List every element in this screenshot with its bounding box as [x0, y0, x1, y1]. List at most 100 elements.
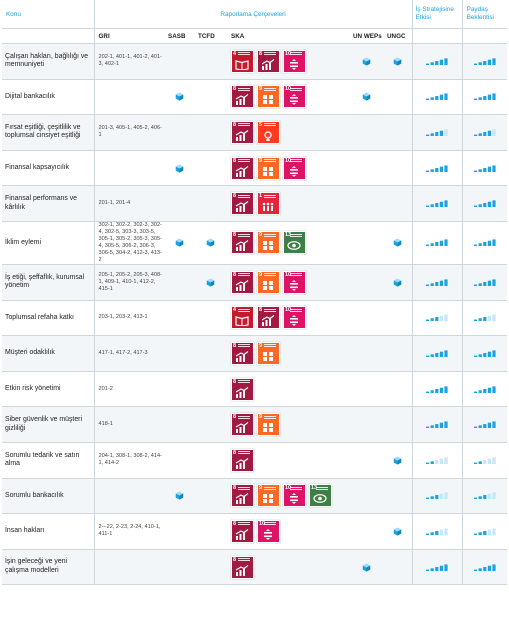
- topic-cell: Sorumlu tedarik ve satın alma: [2, 442, 94, 479]
- strategy-rating-icon: [426, 563, 448, 571]
- ska-cell: 8 9 10 13: [227, 478, 349, 515]
- topic-cell: İşin geleceği ve yeni çalışma modelleri: [2, 549, 94, 586]
- strategy-rating-icon: [426, 58, 448, 65]
- tcfd-cell: [194, 549, 227, 586]
- tcfd-cell: [194, 43, 227, 80]
- unweps-cell: [349, 549, 383, 586]
- tcfd-cell: [194, 371, 227, 408]
- stakeholder-rating-icon: [473, 314, 496, 322]
- topic-cell: İklim eylemi: [2, 221, 94, 265]
- ungc-cell: [383, 221, 413, 265]
- tcfd-cell: [194, 442, 227, 479]
- table-row: Sorumlu bankacılık 8 9 10 13: [2, 478, 508, 515]
- stakeholder-expectation-cell: [461, 549, 508, 586]
- sasb-cell: [164, 478, 194, 515]
- stakeholder-expectation-cell: [461, 478, 508, 515]
- strategy-rating-icon: [426, 528, 448, 535]
- sasb-cell: [164, 150, 194, 187]
- sdg5-gender-equality-icon: 5: [257, 120, 280, 144]
- sasb-cell: [164, 300, 194, 337]
- ungc-cell: [383, 335, 413, 372]
- sdg8-decent-work-icon: 8: [231, 341, 254, 365]
- stakeholder-rating-icon: [473, 385, 496, 393]
- strategy-rating-icon: [426, 421, 448, 429]
- unweps-column-header: UN WEPs: [349, 28, 383, 44]
- gri-cell: [93, 478, 164, 515]
- stakeholder-rating-icon: [473, 58, 496, 65]
- tcfd-cell: [194, 221, 227, 265]
- strategy-rating-icon: [426, 164, 448, 172]
- strategy-rating-icon: [426, 279, 448, 286]
- sasb-cell: [164, 43, 194, 80]
- sdg9-industry-innovation-icon: 9: [257, 156, 280, 180]
- unweps-cell: [349, 371, 383, 408]
- ska-cell: 8 9 10: [227, 150, 349, 187]
- strategy-impact-cell: [411, 79, 463, 116]
- ska-cell: 4 8 10: [227, 300, 349, 337]
- gri-cell: 2-–22, 2-23, 2-24, 410-1, 411-1: [93, 513, 164, 550]
- stakeholder-expectation-header: Paydaş Beklentisi: [461, 0, 508, 29]
- sdg8-decent-work-icon: 8: [231, 448, 254, 472]
- strategy-impact-cell: [411, 264, 463, 301]
- topic-cell: Siber güvenlik ve müşteri gizliliği: [2, 406, 94, 443]
- strategy-impact-cell: [411, 478, 463, 515]
- tcfd-cell: [194, 185, 227, 222]
- ska-column-header: SKA: [227, 28, 349, 44]
- stakeholder-rating-icon: [473, 563, 496, 571]
- topic-cell: Dijital bankacılık: [2, 79, 94, 116]
- topic-cell: Toplumsal refaha katkı: [2, 300, 94, 337]
- gri-cell: [93, 150, 164, 187]
- tcfd-cell: [194, 513, 227, 550]
- sdg8-decent-work-icon: 8: [231, 231, 254, 255]
- stakeholder-expectation-cell: [461, 150, 508, 187]
- sdg8-decent-work-icon: 8: [231, 555, 254, 579]
- strategy-impact-cell: [411, 114, 463, 151]
- unweps-cell: [349, 300, 383, 337]
- unweps-cell: [349, 335, 383, 372]
- table-row: Fırsat eşitliği, çeşitlilik ve toplumsal…: [2, 114, 508, 151]
- ungc-cube-icon: [393, 278, 402, 287]
- topic-subheader: [2, 28, 94, 44]
- ungc-cube-icon: [393, 527, 402, 536]
- table-row: Finansal performans ve kârlılık 201-1, 20…: [2, 185, 508, 222]
- unweps-cell: [349, 513, 383, 550]
- sdg8-decent-work-icon: 8: [231, 413, 254, 437]
- ungc-cell: [383, 43, 413, 80]
- ungc-cell: [383, 114, 413, 151]
- table-row: Müşteri odaklılık 417-1, 417-2, 417-3 8 9: [2, 335, 508, 372]
- ungc-cell: [383, 150, 413, 187]
- sdg8-decent-work-icon: 8: [231, 377, 254, 401]
- unweps-cube-icon: [362, 57, 370, 66]
- unweps-cell: [349, 114, 383, 151]
- unweps-cube-icon: [362, 563, 370, 572]
- strategy-impact-cell: [411, 513, 463, 550]
- ungc-cell: [383, 513, 413, 550]
- stakeholder-expectation-cell: [461, 264, 508, 301]
- gri-cell: 202-1, 401-1, 401-2, 401-3, 402-1: [93, 43, 164, 80]
- unweps-cell: [349, 406, 383, 443]
- sasb-cell: [164, 114, 194, 151]
- ungc-cell: [383, 371, 413, 408]
- sdg10-reduced-inequalities-icon: 10: [283, 49, 306, 73]
- topic-cell: Sorumlu bankacılık: [2, 478, 94, 515]
- gri-cell: 418-1: [93, 406, 164, 443]
- unweps-cell: [349, 478, 383, 515]
- stakeholder-expectation-cell: [461, 221, 508, 265]
- strategy-rating-icon: [426, 385, 448, 393]
- gri-cell: 201-3, 405-1, 405-2, 406-1: [93, 114, 164, 151]
- ungc-cell: [383, 478, 413, 515]
- topic-cell: Fırsat eşitliği, çeşitlilik ve toplumsal…: [2, 114, 94, 151]
- strategy-impact-cell: [411, 442, 463, 479]
- sdg9-industry-innovation-icon: 9: [257, 341, 280, 365]
- unweps-cell: [349, 43, 383, 80]
- sdg13-climate-action-icon: 13: [283, 231, 306, 255]
- ungc-cell: [383, 442, 413, 479]
- sasb-cube-icon: [175, 92, 183, 102]
- ungc-column-header: UNGC: [383, 28, 413, 44]
- ungc-cube-icon: [393, 57, 402, 66]
- sdg9-industry-innovation-icon: 9: [257, 85, 280, 109]
